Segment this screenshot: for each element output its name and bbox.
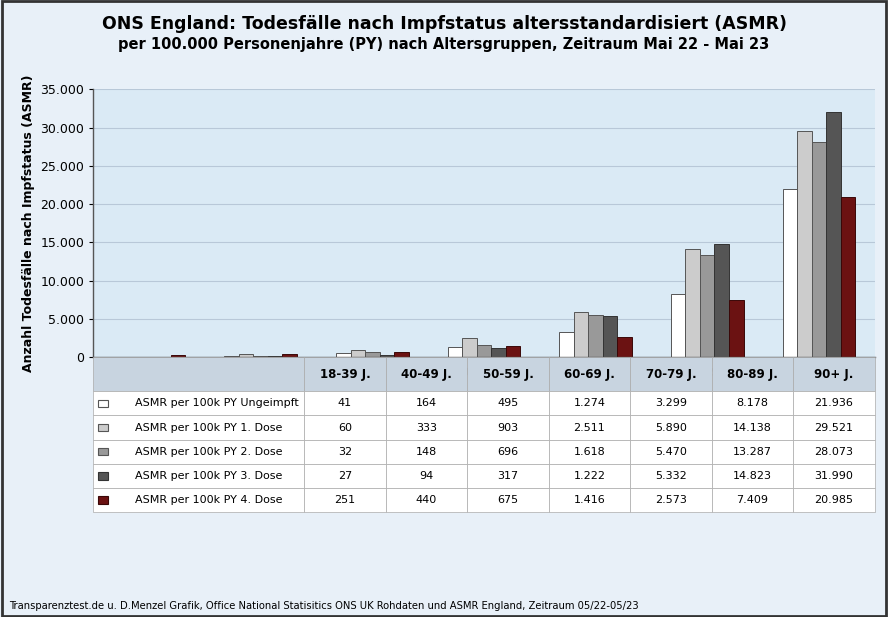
Bar [812,143,826,357]
Bar [239,354,253,357]
Bar [491,347,506,357]
Bar [365,352,379,357]
Bar [603,316,617,357]
Bar [448,347,462,357]
Text: per 100.000 Personenjahre (PY) nach Altersgruppen, Zeitraum Mai 22 - Mai 23: per 100.000 Personenjahre (PY) nach Alte… [118,37,770,52]
Bar [559,332,574,357]
Text: ONS England: Todesfälle nach Impfstatus altersstandardisiert (ASMR): ONS England: Todesfälle nach Impfstatus … [101,15,787,33]
Bar [574,312,589,357]
Bar [782,189,797,357]
Bar [394,352,408,357]
Bar [506,346,520,357]
Bar [253,356,268,357]
Bar [225,356,239,357]
Bar [477,345,491,357]
Bar [671,294,686,357]
Bar [170,355,186,357]
Bar [379,355,394,357]
Bar [841,197,855,357]
Bar [686,249,700,357]
Bar [700,255,715,357]
Bar [351,350,365,357]
Text: Transparenztest.de u. D.Menzel Grafik, Office National Statisitics ONS UK Rohdat: Transparenztest.de u. D.Menzel Grafik, O… [9,601,638,611]
Bar [336,353,351,357]
Bar [797,131,812,357]
Bar [715,244,729,357]
Bar [282,354,297,357]
Bar [826,112,841,357]
Bar [462,337,477,357]
Bar [268,356,282,357]
Bar [589,315,603,357]
Bar [617,337,632,357]
Bar [729,300,743,357]
Y-axis label: Anzahl Todesfälle nach Impfstatus (ASMR): Anzahl Todesfälle nach Impfstatus (ASMR) [22,75,35,372]
